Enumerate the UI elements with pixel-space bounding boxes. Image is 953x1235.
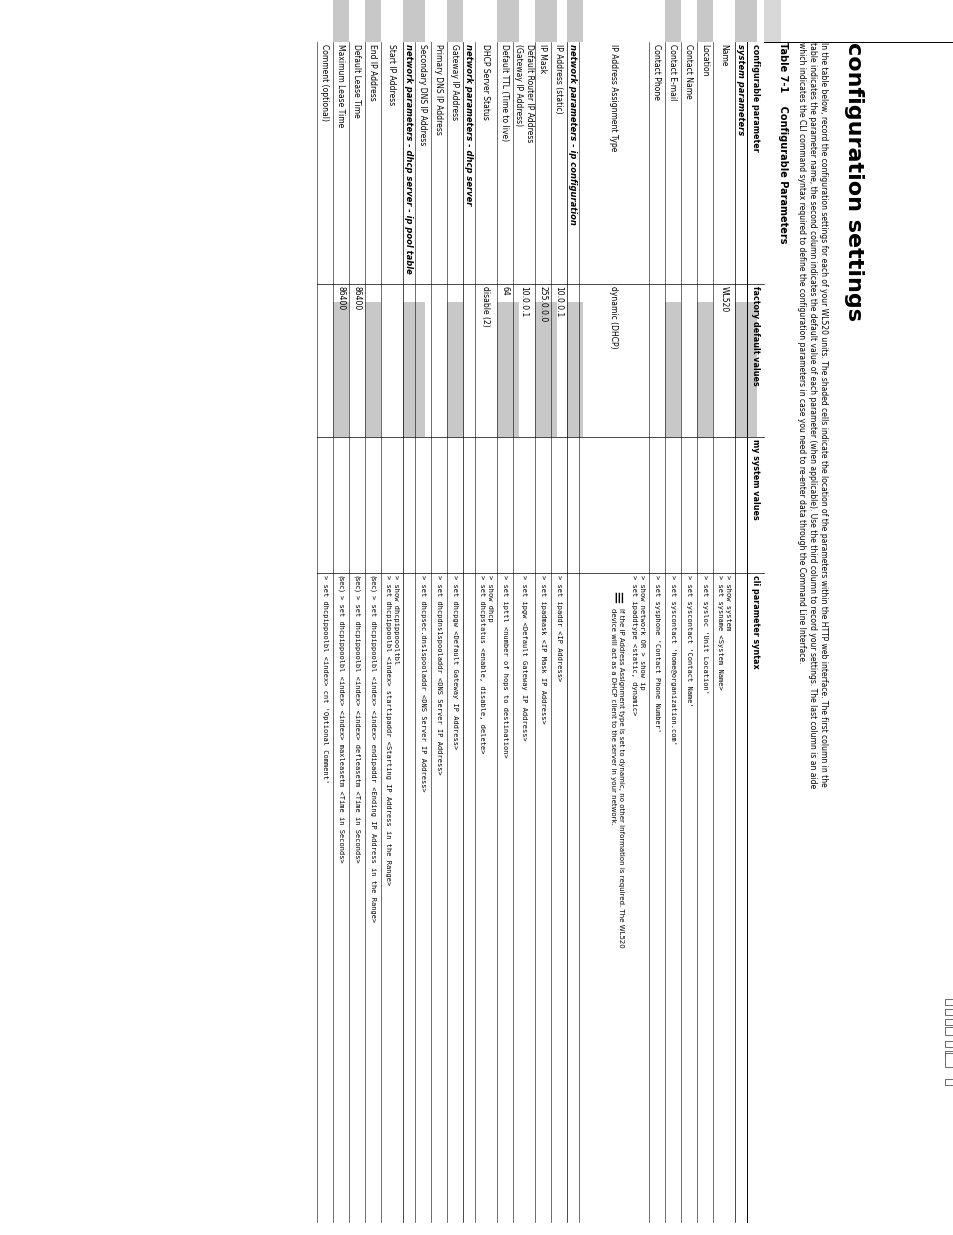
- Text: Start IP Address: Start IP Address: [387, 44, 396, 105]
- Bar: [333, 0, 349, 42]
- Text: > set dhcpdns1spooladdr <DNS Server IP Address>: > set dhcpdns1spooladdr <DNS Server IP A…: [436, 576, 441, 774]
- Text: Gateway IP Address: Gateway IP Address: [450, 44, 459, 120]
- Text: system parameters: system parameters: [736, 44, 744, 136]
- Text: Contact Phone: Contact Phone: [652, 44, 660, 100]
- Bar: [664, 301, 680, 437]
- Bar: [944, 1009, 953, 1015]
- Bar: [763, 0, 781, 42]
- Text: IP Address (static): IP Address (static): [554, 44, 563, 114]
- Text: IP Mask: IP Mask: [537, 44, 547, 73]
- Text: Comment (optional): Comment (optional): [320, 44, 329, 121]
- Text: > set syscontact 'home@organization.com': > set syscontact 'home@organization.com': [669, 576, 676, 745]
- Text: configuration settings: configuration settings: [843, 42, 863, 321]
- Text: > set dhcpippoolbl <index> <index> defleasetm <Time in Seconds>: > set dhcpippoolbl <index> <index> defle…: [354, 595, 359, 863]
- Bar: [402, 0, 424, 42]
- Bar: [944, 1051, 953, 1057]
- Text: network parameters - dhcp server - ip pool table: network parameters - dhcp server - ip po…: [404, 44, 413, 274]
- Text: > set sysphone 'Contact Phone Number': > set sysphone 'Contact Phone Number': [654, 576, 659, 732]
- Text: If the IP Address Assignment type is set to dynamic, no other information is req: If the IP Address Assignment type is set…: [610, 608, 623, 947]
- Text: > set dhcpippoolbl <index> <index> endipaddr <Ending IP Address in the Range>: > set dhcpippoolbl <index> <index> endip…: [370, 595, 375, 923]
- Text: ≡: ≡: [607, 592, 625, 605]
- Text: Location: Location: [700, 44, 709, 77]
- Text: > show dhcp
> set dhcpstatus <enable, disable, delete>: > show dhcp > set dhcpstatus <enable, di…: [478, 576, 493, 753]
- Text: > set ipadmask <IP Mask IP Address>: > set ipadmask <IP Mask IP Address>: [539, 576, 545, 724]
- Bar: [475, 0, 486, 42]
- Text: End IP Address: End IP Address: [368, 44, 377, 101]
- Text: network parameters - dhcp server: network parameters - dhcp server: [464, 44, 473, 205]
- Bar: [578, 0, 590, 42]
- Text: > set ipaddr <IP Address>: > set ipaddr <IP Address>: [556, 576, 561, 682]
- Bar: [566, 0, 582, 42]
- Bar: [497, 0, 518, 42]
- Text: network parameters - ip configuration: network parameters - ip configuration: [568, 44, 577, 225]
- Text: IP Address Assignment Type: IP Address Assignment Type: [609, 44, 618, 152]
- Text: Name: Name: [719, 44, 728, 67]
- Text: > show system
> set sysname <System Name>: > show system > set sysname <System Name…: [717, 576, 730, 690]
- Bar: [497, 301, 518, 437]
- Text: > show network OR > show ip
> set ipaddtype <static, dynamic>: > show network OR > show ip > set ipaddt…: [631, 576, 644, 715]
- Bar: [365, 301, 380, 437]
- Text: WL520: WL520: [719, 285, 728, 312]
- Text: Default Lease Time: Default Lease Time: [352, 44, 361, 117]
- Bar: [944, 1053, 953, 1067]
- Text: Default Router IP Address
(Gateway IP Address): Default Router IP Address (Gateway IP Ad…: [514, 44, 534, 142]
- Text: > set dhcpippoolbl <index> <index> maxleasetm <Time in Seconds>: > set dhcpippoolbl <index> <index> maxle…: [337, 595, 344, 863]
- Bar: [734, 0, 757, 42]
- Text: Default TTL (Time to live): Default TTL (Time to live): [500, 44, 509, 141]
- Bar: [447, 0, 462, 42]
- Text: configurable parameter: configurable parameter: [750, 44, 760, 152]
- Text: > show dhcpippoooltbl
> set dhcpippoolbl <index> startipaddr <Starting IP Addres: > show dhcpippoooltbl > set dhcpippoolbl…: [385, 576, 398, 885]
- Text: 255.0.0.0: 255.0.0.0: [537, 285, 547, 322]
- Bar: [734, 301, 757, 437]
- Text: > set dhcpsec.dns1spooladdr <DNS Server IP Address>: > set dhcpsec.dns1spooladdr <DNS Server …: [419, 576, 426, 792]
- Bar: [697, 301, 712, 437]
- Text: > set ipgw <Default Gateway IP Address>: > set ipgw <Default Gateway IP Address>: [520, 576, 526, 741]
- Text: factory default values: factory default values: [750, 285, 760, 385]
- Text: > set dhcpippoolbl <index> cnt 'Optional Comment': > set dhcpippoolbl <index> cnt 'Optional…: [322, 576, 328, 783]
- Bar: [415, 0, 427, 42]
- Bar: [566, 301, 582, 437]
- Bar: [697, 0, 712, 42]
- Text: DHCP Server Status: DHCP Server Status: [481, 44, 490, 120]
- Bar: [944, 999, 953, 1005]
- Text: > set ipttl <number of hops to destination>: > set ipttl <number of hops to destinati…: [501, 576, 507, 758]
- Text: Contact E-mail: Contact E-mail: [668, 44, 677, 100]
- Text: Maximum Lease Time: Maximum Lease Time: [336, 44, 345, 127]
- Text: > set syscontact 'Contact Name': > set syscontact 'Contact Name': [685, 576, 691, 706]
- Text: my system values: my system values: [750, 440, 760, 520]
- Bar: [746, 0, 759, 42]
- Text: disable (2): disable (2): [481, 285, 490, 326]
- Bar: [402, 301, 424, 437]
- Text: (sec): (sec): [370, 576, 375, 593]
- Text: (sec): (sec): [354, 576, 360, 593]
- Text: > set sysloc 'Unit Location': > set sysloc 'Unit Location': [701, 576, 707, 694]
- Bar: [447, 301, 462, 437]
- Text: 64: 64: [500, 285, 509, 295]
- Bar: [944, 1041, 953, 1047]
- Bar: [944, 1079, 953, 1086]
- Bar: [944, 1019, 953, 1025]
- Bar: [664, 0, 680, 42]
- Text: 86400: 86400: [352, 285, 361, 310]
- Text: which indicates the CLI command syntax required to define the configuration para: which indicates the CLI command syntax r…: [796, 42, 805, 663]
- Text: > set dhcpgw <Default Gateway IP Address>: > set dhcpgw <Default Gateway IP Address…: [452, 576, 457, 750]
- Bar: [535, 0, 557, 42]
- Bar: [535, 301, 557, 437]
- Text: dynamic (DHCP): dynamic (DHCP): [609, 285, 618, 348]
- Bar: [333, 301, 349, 437]
- Text: cli parameter syntax: cli parameter syntax: [750, 576, 760, 668]
- Text: 10.0.0.1: 10.0.0.1: [554, 285, 563, 317]
- Bar: [763, 0, 953, 42]
- Text: (sec): (sec): [337, 576, 344, 593]
- Text: 10.0.0.1: 10.0.0.1: [519, 285, 528, 317]
- Bar: [944, 1028, 953, 1035]
- Text: 86400: 86400: [336, 285, 345, 310]
- Text: Secondary DNS IP Address: Secondary DNS IP Address: [418, 44, 427, 146]
- Bar: [365, 0, 380, 42]
- Text: In the table below, record the configuration settings for each of your WL520 uni: In the table below, record the configura…: [818, 42, 827, 787]
- Text: Table 7-1    Configurable Parameters: Table 7-1 Configurable Parameters: [778, 42, 787, 243]
- Text: Primary DNS IP Address: Primary DNS IP Address: [434, 44, 443, 135]
- Text: table indicates the parameter name, the second column indicates the default valu: table indicates the parameter name, the …: [807, 42, 816, 788]
- Text: Contact Name: Contact Name: [684, 44, 693, 99]
